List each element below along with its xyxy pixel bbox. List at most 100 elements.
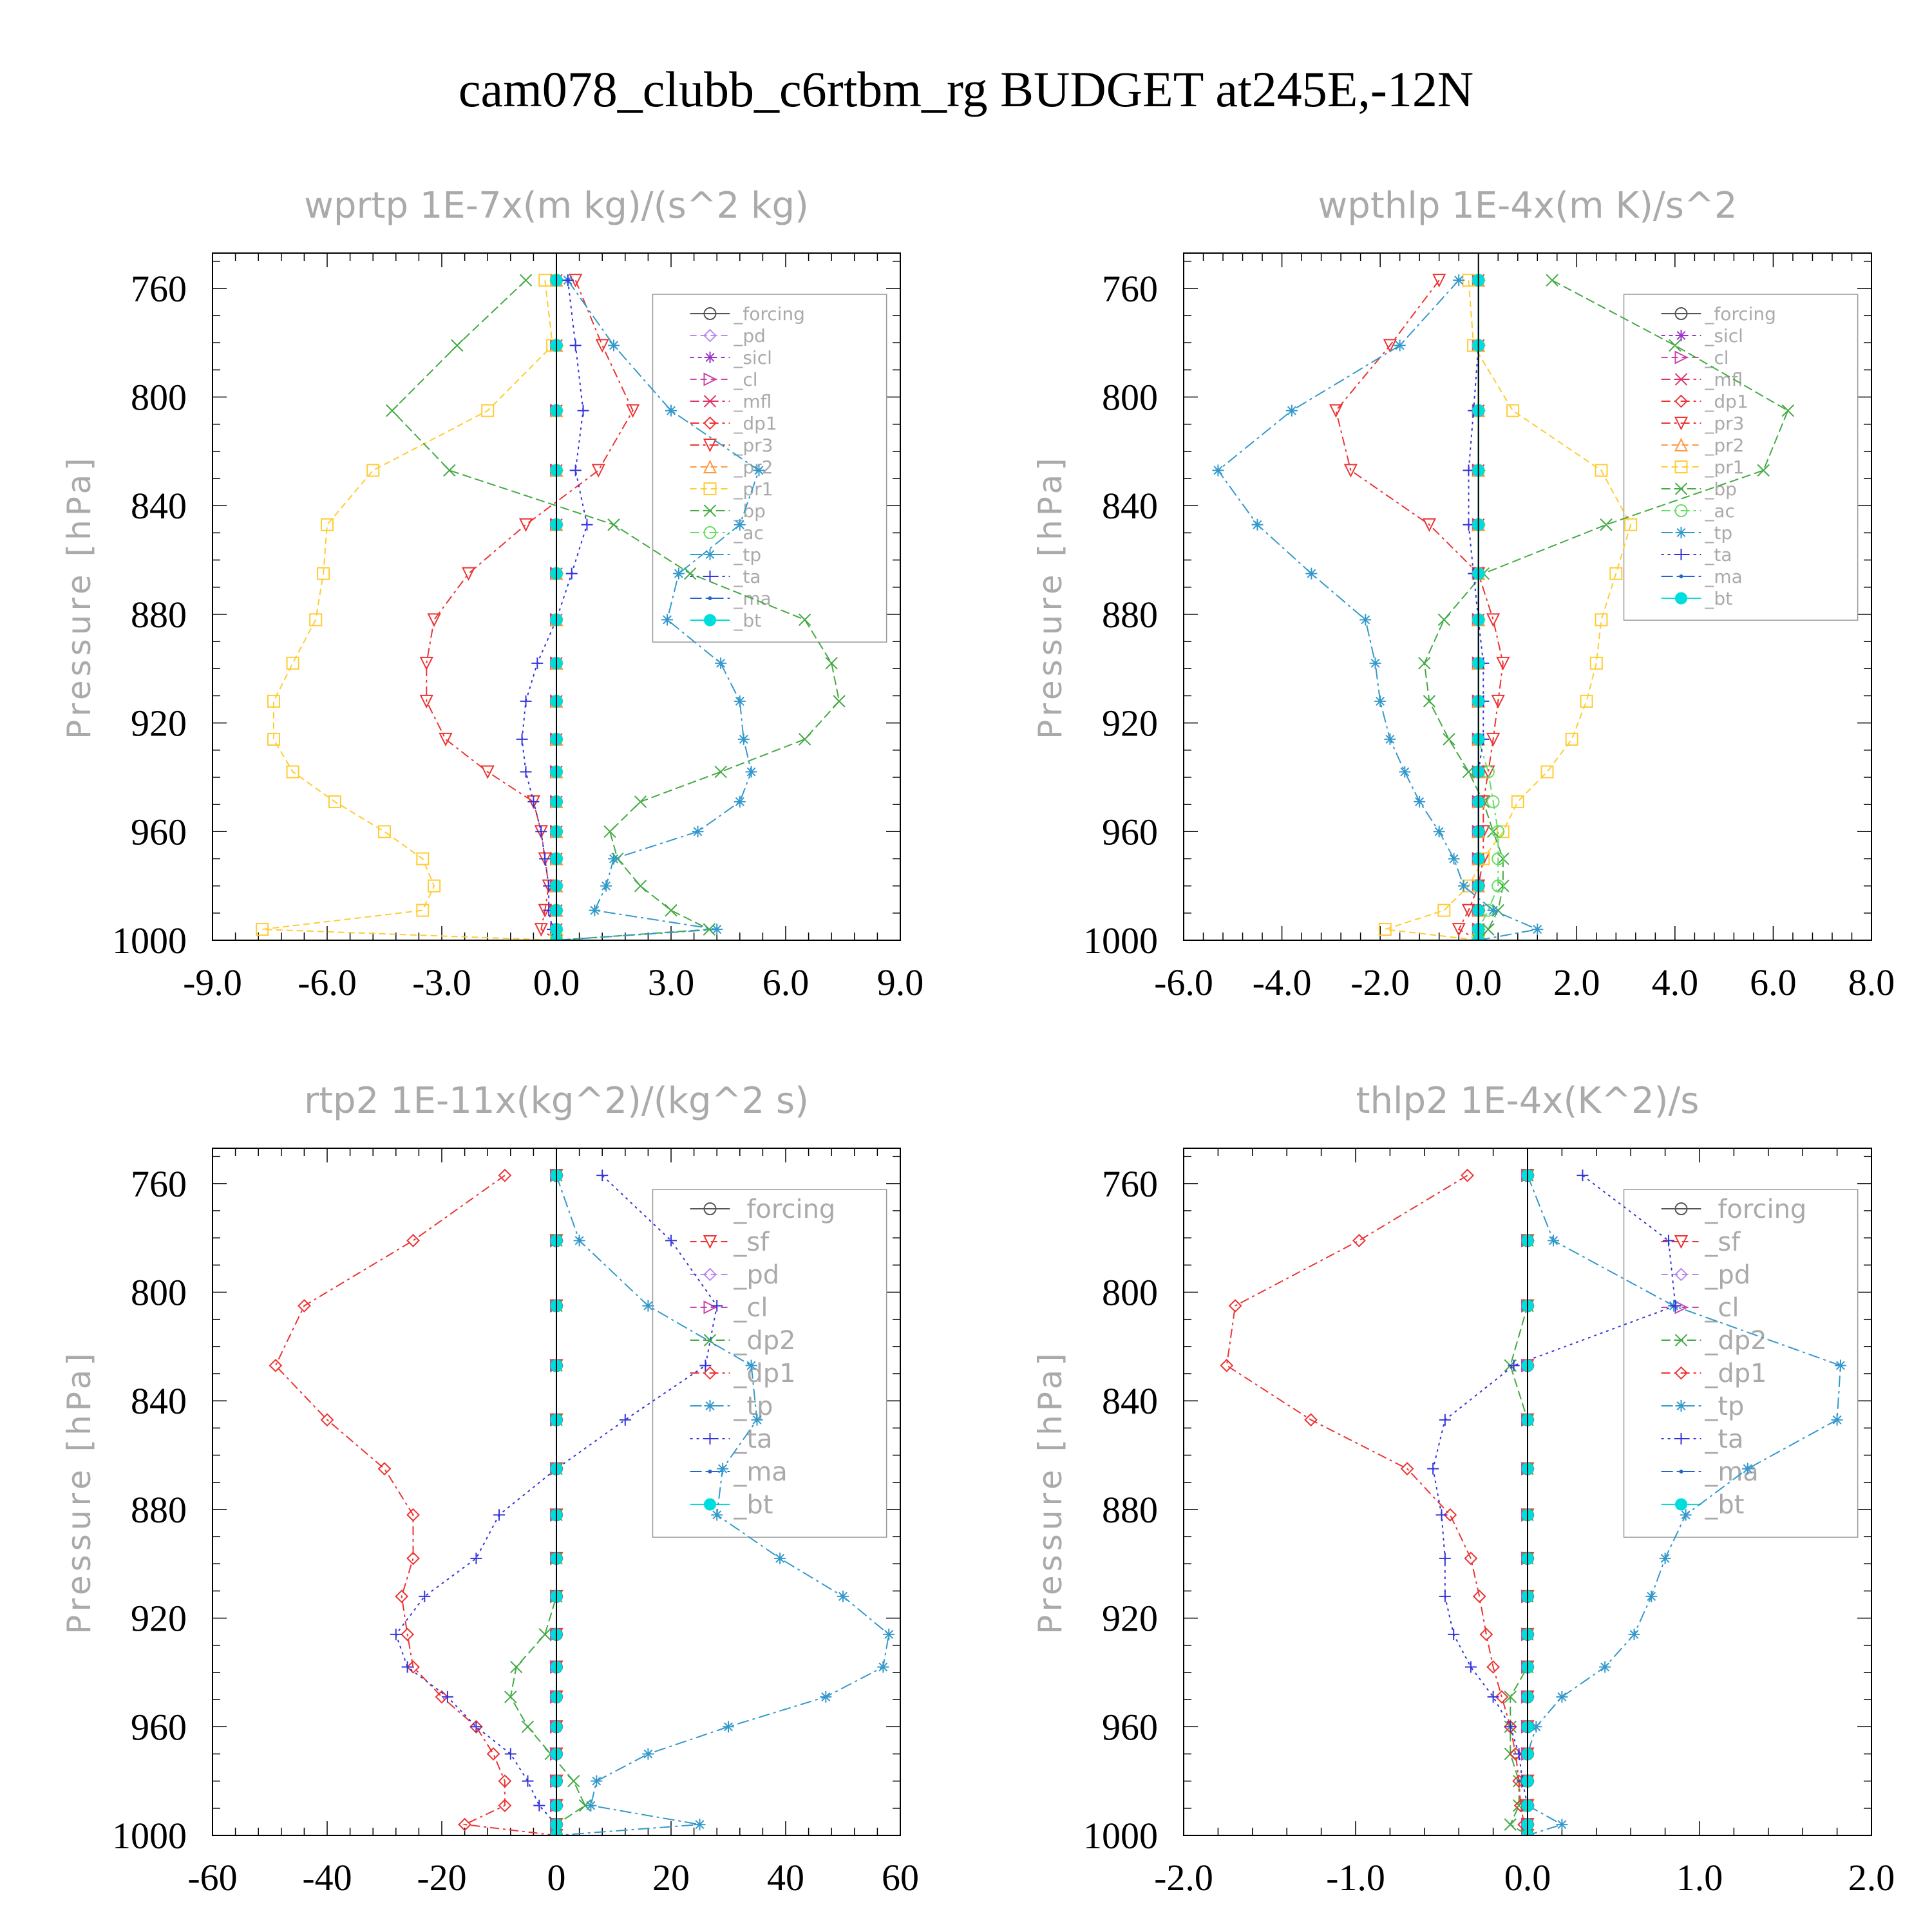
data-point xyxy=(607,518,620,531)
y-tick-label: 880 xyxy=(131,1489,187,1531)
data-point xyxy=(619,1414,631,1426)
series-line xyxy=(261,280,557,940)
data-point xyxy=(694,1819,706,1831)
legend-label: _tp xyxy=(733,1392,773,1421)
data-point xyxy=(661,614,674,626)
data-point xyxy=(458,1817,472,1832)
data-point xyxy=(711,1300,723,1312)
legend-marker xyxy=(703,1498,716,1511)
data-point xyxy=(1448,1628,1460,1640)
data-point xyxy=(504,1690,517,1703)
y-tick-label: 920 xyxy=(131,1598,187,1640)
y-tick-label: 800 xyxy=(1102,377,1158,419)
data-point xyxy=(1595,613,1608,627)
data-point xyxy=(798,613,811,627)
legend-label: _ma xyxy=(1704,1457,1758,1487)
data-point xyxy=(1659,1552,1671,1564)
data-point xyxy=(717,1463,729,1475)
series-line xyxy=(1385,280,1632,940)
x-tick-label: -9.0 xyxy=(183,961,242,1003)
y-tick-label: 880 xyxy=(1102,594,1158,636)
y-tick-label: 760 xyxy=(1102,268,1158,310)
data-point xyxy=(820,1690,832,1703)
data-point xyxy=(317,567,330,580)
data-point xyxy=(504,1748,516,1760)
plot-frame xyxy=(212,1148,901,1836)
data-point xyxy=(1589,656,1603,670)
data-point xyxy=(1285,404,1298,417)
legend-marker xyxy=(704,1433,716,1445)
series-bp xyxy=(386,274,846,940)
data-point xyxy=(419,1590,431,1602)
legend-label: _bt xyxy=(1704,588,1732,609)
data-point xyxy=(1479,1627,1493,1642)
data-point xyxy=(1369,657,1381,669)
data-point xyxy=(692,826,704,838)
data-point xyxy=(1492,879,1505,893)
data-point xyxy=(734,795,746,808)
legend-label: _ac xyxy=(1704,500,1735,522)
data-point xyxy=(715,657,727,669)
data-point xyxy=(1472,1589,1486,1604)
legend-label: _sicl xyxy=(733,347,772,368)
data-point xyxy=(1491,694,1505,709)
data-point xyxy=(1383,339,1397,353)
y-tick-label: 880 xyxy=(1102,1489,1158,1531)
legend-marker xyxy=(1674,437,1689,452)
legend-label: _ta xyxy=(733,566,761,587)
panel-title: rtp2 1E-11x(kg^2)/(kg^2 s) xyxy=(304,1080,809,1122)
legend-marker xyxy=(703,1300,717,1314)
series-line xyxy=(556,1175,890,1835)
plot-frame xyxy=(1183,252,1872,941)
legend-marker xyxy=(703,504,717,517)
figure-title: cam078_clubb_c6rtbm_rg BUDGET at245E,-12… xyxy=(459,61,1473,117)
legend-marker xyxy=(1675,527,1687,539)
legend-label: _mfl xyxy=(1704,369,1743,390)
data-point xyxy=(286,656,299,670)
series-line xyxy=(1468,280,1484,940)
x-tick-label: 4.0 xyxy=(1652,961,1699,1003)
data-point xyxy=(267,694,280,708)
legend-marker xyxy=(703,307,717,321)
data-point xyxy=(297,1299,311,1313)
legend-marker xyxy=(703,372,717,386)
data-point xyxy=(1496,825,1510,838)
y-tick-label: 840 xyxy=(131,485,187,527)
data-point xyxy=(825,657,838,670)
series-line xyxy=(556,279,760,940)
series-line xyxy=(509,1175,586,1835)
legend-label: _pr1 xyxy=(733,478,773,500)
legend-label: _pr3 xyxy=(733,435,773,456)
data-point xyxy=(1437,613,1451,627)
data-point xyxy=(581,518,593,531)
legend-marker xyxy=(703,1202,717,1216)
data-point xyxy=(401,1661,413,1673)
legend-label: _pd xyxy=(1704,1260,1750,1290)
x-tick-label: -2.0 xyxy=(1350,961,1410,1003)
legend-label: _ma xyxy=(1704,566,1742,587)
y-tick-label: 760 xyxy=(1102,1163,1158,1205)
legend-label: _pr2 xyxy=(733,457,773,478)
legend-box xyxy=(652,294,887,643)
legend-marker xyxy=(1675,1433,1687,1445)
budget-panel-3: rtp2 1E-11x(kg^2)/(kg^2 s) Pressure [hPa]… xyxy=(61,1080,919,1899)
data-point xyxy=(1422,518,1437,532)
data-point xyxy=(441,1690,453,1703)
data-point xyxy=(406,1233,420,1247)
data-point xyxy=(565,567,578,580)
x-tick-label: 2.0 xyxy=(1553,961,1600,1003)
data-point xyxy=(527,795,540,808)
series-line xyxy=(1217,279,1540,940)
data-point xyxy=(461,567,476,581)
legend-marker xyxy=(704,352,716,364)
y-tick-label: 1000 xyxy=(1083,1815,1158,1857)
legend-label: _sicl xyxy=(1704,325,1743,346)
series-line xyxy=(426,279,634,940)
legend-marker xyxy=(1674,417,1689,431)
legend-marker xyxy=(1675,549,1687,561)
data-point xyxy=(531,657,544,669)
data-point xyxy=(1452,923,1466,937)
data-point xyxy=(520,695,532,707)
x-tick-label: -40 xyxy=(302,1857,352,1899)
data-point xyxy=(626,404,640,418)
